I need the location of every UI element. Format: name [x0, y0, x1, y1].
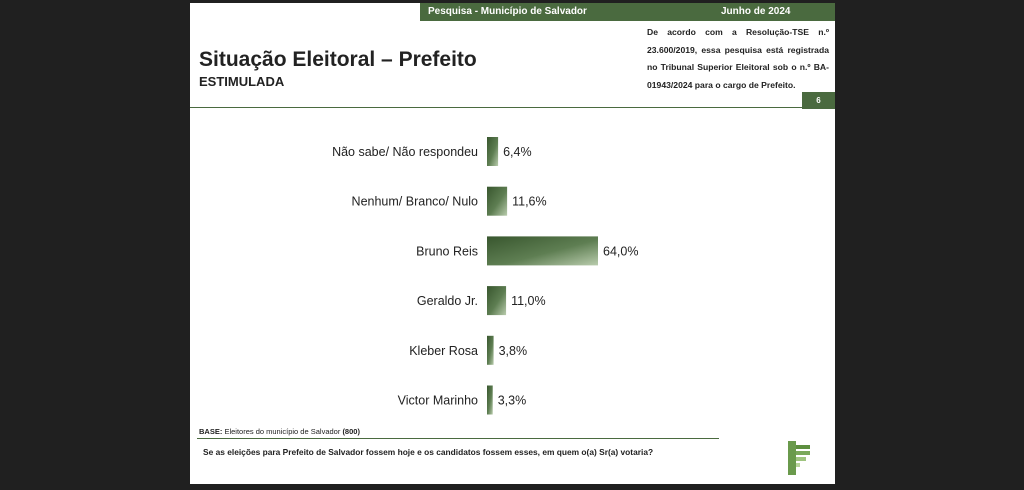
registration-note: De acordo com a Resolução-TSE n.º 23.600…: [647, 27, 829, 90]
base-label: BASE:: [199, 427, 223, 436]
bar-chart: Não sabe/ Não respondeu 6,4% Nenhum/ Branc…: [332, 137, 638, 415]
page-number-badge: 6: [802, 92, 835, 109]
page-title: Situação Eleitoral – Prefeito: [199, 48, 477, 71]
category-label: Victor Marinho: [398, 394, 478, 408]
survey-date: Junho de 2024: [721, 6, 791, 17]
bar: [487, 286, 507, 316]
value-label: 3,8%: [499, 344, 528, 358]
base-count: (800): [342, 427, 360, 436]
category-label: Nenhum/ Branco/ Nulo: [352, 195, 479, 209]
base-note: BASE: Eleitores do município de Salvador…: [199, 427, 360, 436]
survey-header-bar: Pesquisa - Município de Salvador Junho d…: [420, 3, 835, 21]
bar: [487, 236, 598, 266]
category-label: Kleber Rosa: [409, 344, 478, 358]
value-label: 3,3%: [498, 394, 527, 408]
bar: [487, 186, 508, 216]
bar: [487, 385, 493, 415]
category-label: Geraldo Jr.: [417, 294, 478, 308]
question-divider: [197, 438, 719, 439]
bar: [487, 137, 499, 166]
category-label: Não sabe/ Não respondeu: [332, 145, 478, 159]
value-label: 64,0%: [603, 244, 638, 258]
page-subtitle: ESTIMULADA: [199, 74, 285, 89]
category-label: Bruno Reis: [416, 244, 478, 258]
value-label: 6,4%: [503, 145, 531, 159]
base-text: Eleitores do município de Salvador: [224, 427, 341, 436]
value-label: 11,6%: [512, 195, 547, 209]
header-divider: [190, 107, 802, 108]
institute-logo: [788, 441, 810, 475]
value-label: 11,0%: [511, 294, 546, 308]
slide: Pesquisa - Município de Salvador Junho d…: [190, 3, 835, 484]
bar: [487, 335, 494, 365]
survey-name: Pesquisa - Município de Salvador: [428, 6, 587, 17]
survey-question: Se as eleições para Prefeito de Salvador…: [203, 447, 654, 457]
